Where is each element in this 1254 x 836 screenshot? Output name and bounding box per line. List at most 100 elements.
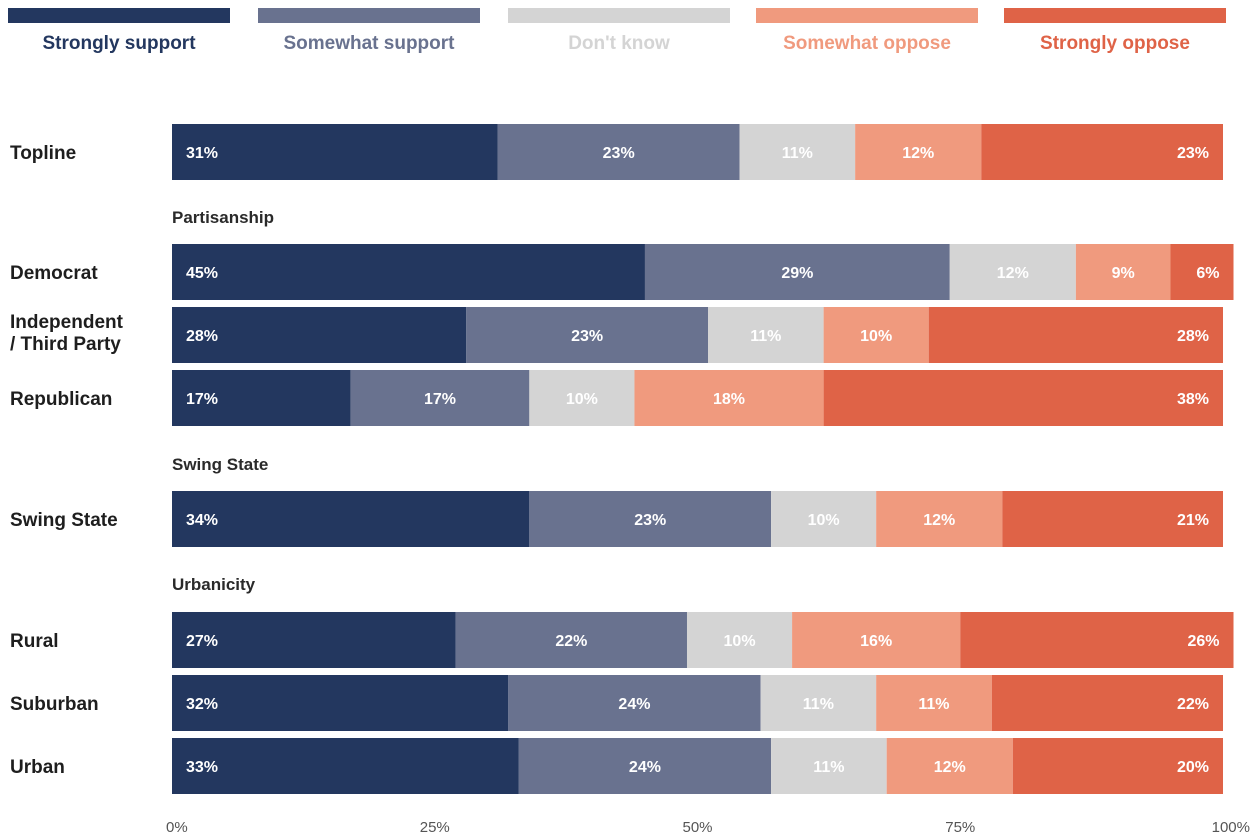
bar-segment	[172, 307, 467, 363]
row-label: Topline	[10, 143, 76, 164]
data-label: 11%	[750, 328, 781, 345]
legend-swatch-5	[1004, 8, 1226, 23]
bar-segment	[760, 675, 877, 731]
data-label: 17%	[186, 391, 218, 408]
data-label: 38%	[1177, 391, 1209, 408]
data-label: 12%	[902, 145, 934, 162]
bar-segment	[771, 738, 887, 794]
legend-label-1: Strongly support	[42, 33, 196, 54]
data-label: 26%	[1187, 633, 1219, 650]
bar-segment	[1002, 491, 1223, 547]
bar-segment	[855, 124, 982, 180]
data-label: 10%	[724, 633, 756, 650]
bar-segment	[928, 307, 1223, 363]
data-label: 27%	[186, 633, 218, 650]
legend-label-3: Don't know	[568, 33, 670, 54]
data-label: 33%	[186, 759, 218, 776]
bar-segment	[172, 675, 509, 731]
legend-label-5: Strongly oppose	[1040, 33, 1190, 54]
bar-segment	[634, 370, 824, 426]
data-label: 6%	[1196, 265, 1219, 282]
bar-segment	[708, 307, 824, 363]
data-label: 10%	[566, 391, 598, 408]
legend-label-2: Somewhat support	[283, 33, 455, 54]
row-label: Republican	[10, 389, 112, 410]
data-label: 22%	[1177, 696, 1209, 713]
data-label: 11%	[918, 696, 949, 713]
bar-segment	[792, 612, 961, 668]
data-label: 12%	[923, 512, 955, 529]
bar-segment	[886, 738, 1013, 794]
bar-segment	[823, 307, 929, 363]
bar-segment	[876, 675, 992, 731]
bar-segment	[529, 370, 635, 426]
data-label: 22%	[555, 633, 587, 650]
bar-segment	[466, 307, 709, 363]
data-label: 24%	[629, 759, 661, 776]
data-label: 21%	[1177, 512, 1209, 529]
data-label: 12%	[934, 759, 966, 776]
group-label: Swing State	[172, 455, 268, 474]
data-label: 29%	[781, 265, 813, 282]
bar-segment	[508, 675, 761, 731]
row-label: Swing State	[10, 510, 118, 531]
bar-segment	[644, 244, 950, 300]
data-label: 11%	[803, 696, 834, 713]
bar-segment	[823, 370, 1223, 426]
x-tick-label: 50%	[682, 819, 712, 836]
bar-segment	[1012, 738, 1223, 794]
bar-segment	[949, 244, 1076, 300]
legend-swatch-1	[8, 8, 230, 23]
data-label: 23%	[634, 512, 666, 529]
data-label: 10%	[808, 512, 840, 529]
bar-segment	[172, 491, 530, 547]
data-label: 17%	[424, 391, 456, 408]
data-label: 23%	[571, 328, 603, 345]
data-label: 28%	[1177, 328, 1209, 345]
row-label: Democrat	[10, 263, 98, 284]
data-label: 32%	[186, 696, 218, 713]
data-label: 11%	[813, 759, 844, 776]
data-label: 11%	[782, 145, 813, 162]
row-label: / Third Party	[10, 334, 121, 355]
data-label: 24%	[618, 696, 650, 713]
data-label: 20%	[1177, 759, 1209, 776]
bar-segment	[1170, 244, 1234, 300]
bar-segment	[172, 370, 351, 426]
group-label: Partisanship	[172, 208, 274, 227]
group-label: Urbanicity	[172, 575, 256, 594]
x-tick-label: 75%	[945, 819, 975, 836]
bar-segment	[771, 491, 877, 547]
row-label: Suburban	[10, 694, 99, 715]
data-label: 31%	[186, 145, 218, 162]
bar-segment	[497, 124, 740, 180]
legend-swatch-2	[258, 8, 480, 23]
data-label: 28%	[186, 328, 218, 345]
legend-swatch-4	[756, 8, 978, 23]
data-label: 34%	[186, 512, 218, 529]
bar-segment	[455, 612, 687, 668]
bar-segment	[172, 124, 498, 180]
data-label: 18%	[713, 391, 745, 408]
data-label: 45%	[186, 265, 218, 282]
bar-segment	[172, 738, 519, 794]
legend-swatch-3	[508, 8, 730, 23]
data-label: 10%	[860, 328, 892, 345]
bar-segment	[991, 675, 1223, 731]
bar-segment	[876, 491, 1003, 547]
data-label: 12%	[997, 265, 1029, 282]
bar-segment	[518, 738, 772, 794]
data-label: 23%	[1177, 145, 1209, 162]
data-label: 9%	[1112, 265, 1135, 282]
x-tick-label: 25%	[420, 819, 450, 836]
bar-segment	[739, 124, 856, 180]
bar-segment	[960, 612, 1234, 668]
data-label: 16%	[860, 633, 892, 650]
x-tick-label: 0%	[166, 819, 188, 836]
bar-segment	[686, 612, 793, 668]
bar-segment	[172, 612, 456, 668]
data-label: 23%	[603, 145, 635, 162]
bar-segment	[981, 124, 1223, 180]
bar-segment	[172, 244, 645, 300]
